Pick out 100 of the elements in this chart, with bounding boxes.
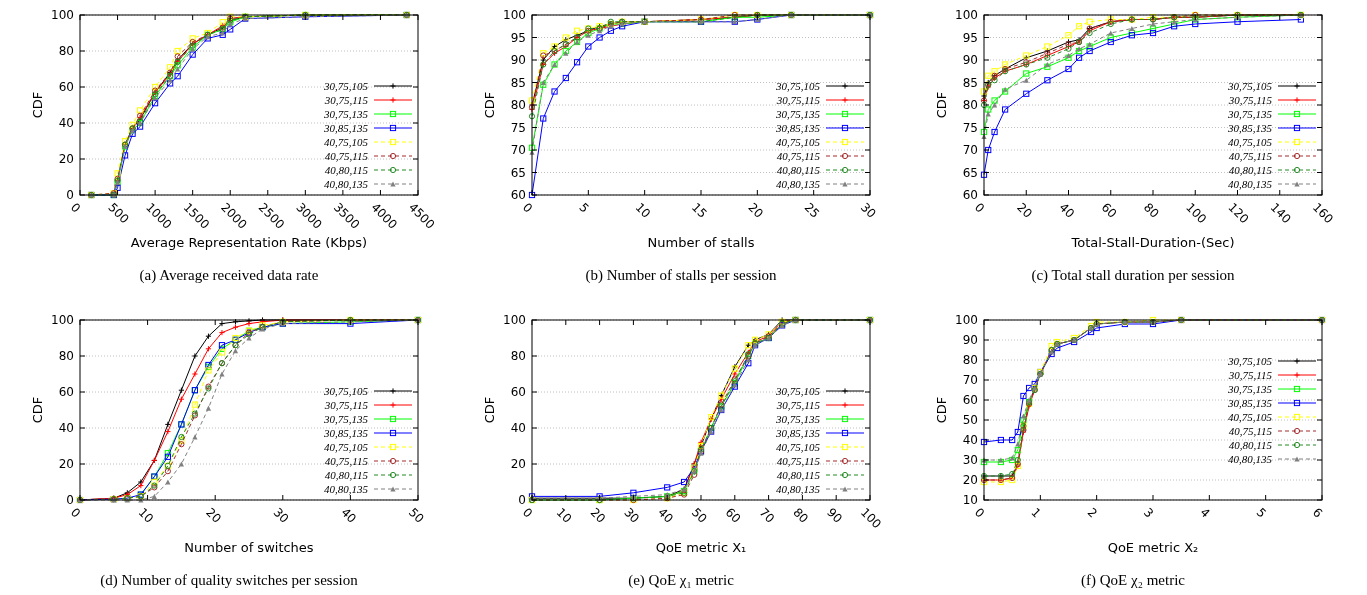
x-axis-title: Number of switches	[184, 540, 314, 555]
y-tick-label: 70	[962, 143, 978, 158]
x-tick-label: 100	[1183, 200, 1210, 227]
y-tick-label: 60	[510, 188, 526, 203]
x-tick-label: 5	[576, 200, 592, 216]
x-tick-label: 40	[338, 505, 360, 526]
y-tick-label: 100	[955, 8, 978, 23]
y-tick-label: 40	[962, 433, 978, 448]
legend-label: 40,75,115	[324, 149, 369, 162]
y-tick-label: 60	[962, 393, 978, 408]
y-tick-label: 0	[66, 188, 74, 203]
y-tick-label: 80	[58, 44, 74, 59]
y-tick-label: 95	[510, 30, 526, 45]
x-tick-label: 80	[1140, 200, 1162, 221]
legend-label: 30,75,115	[1227, 368, 1273, 381]
legend-label: 30,75,135	[323, 107, 369, 120]
legend-label: 40,75,115	[1228, 424, 1273, 437]
x-axis-title: Total-Stall-Duration-(Sec)	[1070, 235, 1235, 250]
x-tick-label: 120	[1225, 200, 1252, 227]
legend-label: 40,80,115	[776, 163, 821, 176]
legend-label: 30,75,135	[1227, 107, 1273, 120]
y-tick-label: 95	[962, 30, 978, 45]
x-tick-label: 90	[824, 505, 845, 526]
x-tick-label: 160	[1309, 200, 1337, 227]
y-tick-label: 60	[510, 385, 526, 400]
x-tick-label: 1	[1028, 505, 1044, 521]
legend-label: 30,85,135	[323, 426, 369, 439]
x-tick-label: 500	[105, 200, 132, 227]
x-tick-label: 2	[1084, 505, 1100, 521]
legend-label: 40,80,135	[1228, 177, 1273, 190]
x-tick-label: 50	[405, 505, 427, 526]
y-tick-label: 20	[58, 152, 74, 167]
x-tick-label: 40	[1056, 200, 1078, 221]
legend-label: 40,80,115	[324, 163, 369, 176]
y-tick-label: 40	[510, 421, 526, 436]
legend-label: 30,85,135	[775, 121, 821, 134]
legend-label: 30,75,105	[1227, 354, 1273, 367]
x-tick-label: 30	[621, 505, 643, 526]
x-tick-label: 10	[632, 200, 654, 221]
y-tick-label: 40	[58, 421, 74, 436]
x-tick-label: 25	[801, 200, 823, 221]
legend-label: 30,75,115	[323, 93, 369, 106]
legend-label: 30,75,115	[775, 398, 821, 411]
legend-label: 30,75,105	[323, 384, 369, 397]
legend-label: 40,80,135	[776, 177, 821, 190]
legend-label: 30,75,135	[1227, 382, 1273, 395]
legend-label: 30,75,105	[775, 79, 821, 92]
y-tick-label: 60	[962, 188, 978, 203]
legend-label: 40,75,105	[324, 135, 369, 148]
y-tick-label: 100	[51, 8, 74, 23]
y-tick-label: 30	[962, 453, 978, 468]
y-tick-label: 90	[510, 53, 526, 68]
y-tick-label: 70	[510, 143, 526, 158]
legend-label: 40,80,135	[324, 177, 369, 190]
legend-label: 40,80,115	[776, 468, 821, 481]
x-tick-label: 20	[1014, 200, 1035, 221]
x-tick-label: 140	[1267, 200, 1294, 227]
legend-label: 40,75,115	[776, 454, 821, 467]
legend-label: 40,80,115	[1228, 438, 1273, 451]
y-tick-label: 80	[510, 98, 526, 113]
legend-label: 40,80,115	[1228, 163, 1273, 176]
y-tick-label: 70	[962, 373, 978, 388]
y-tick-label: 20	[510, 457, 526, 472]
x-tick-label: 20	[745, 200, 766, 221]
legend-label: 40,75,115	[324, 454, 369, 467]
y-tick-label: 65	[510, 165, 526, 180]
x-tick-label: 30	[270, 505, 292, 526]
y-tick-label: 40	[58, 116, 74, 131]
x-tick-label: 100	[857, 505, 885, 532]
y-axis-title: CDF	[30, 91, 45, 119]
legend-label: 30,75,135	[775, 412, 821, 425]
y-tick-label: 85	[510, 75, 526, 90]
legend-label: 40,75,105	[1228, 135, 1273, 148]
y-tick-label: 80	[58, 349, 74, 364]
legend-label: 30,85,135	[1227, 121, 1273, 134]
text: (a) Average received data rate	[139, 267, 319, 284]
legend-label: 30,85,135	[323, 121, 369, 134]
y-tick-label: 100	[503, 8, 526, 23]
y-tick-label: 20	[962, 473, 978, 488]
legend-label: 40,75,105	[776, 440, 821, 453]
legend-label: 30,75,105	[775, 384, 821, 397]
x-tick-label: 80	[790, 505, 812, 526]
x-tick-label: 20	[587, 505, 609, 526]
legend-label: 30,85,135	[775, 426, 821, 439]
x-tick-label: 60	[722, 505, 744, 526]
text: (d) Number of quality switches per session	[100, 572, 359, 589]
legend-label: 30,75,105	[323, 79, 369, 92]
y-tick-label: 90	[962, 333, 978, 348]
legend-label: 40,75,105	[1228, 410, 1273, 423]
legend-label: 40,80,115	[324, 468, 369, 481]
y-axis-title: CDF	[934, 91, 949, 119]
x-tick-label: 4	[1197, 505, 1213, 521]
y-tick-label: 80	[510, 349, 526, 364]
legend-label: 30,75,105	[1227, 79, 1273, 92]
y-tick-label: 80	[962, 98, 978, 113]
x-axis-title: QoE metric X₂	[1107, 540, 1199, 555]
y-tick-label: 60	[58, 385, 74, 400]
y-axis-title: CDF	[934, 396, 949, 424]
y-tick-label: 60	[58, 80, 74, 95]
x-tick-label: 60	[1098, 200, 1120, 221]
